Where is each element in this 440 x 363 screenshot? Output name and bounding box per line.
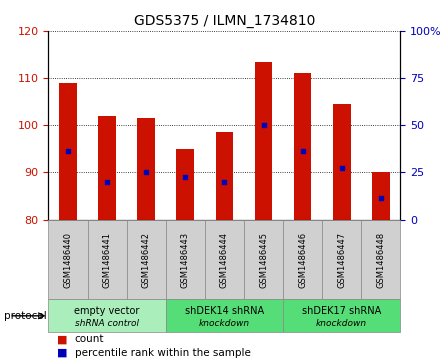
Text: GSM1486441: GSM1486441 — [103, 232, 112, 287]
Point — [299, 148, 306, 154]
Text: GSM1486448: GSM1486448 — [376, 232, 385, 287]
Bar — [137, 118, 155, 220]
Text: count: count — [75, 334, 104, 344]
Text: GSM1486445: GSM1486445 — [259, 232, 268, 287]
Bar — [283, 220, 322, 299]
Text: knockdown: knockdown — [199, 319, 250, 329]
Point — [338, 165, 345, 171]
Bar — [48, 220, 88, 299]
Text: GSM1486446: GSM1486446 — [298, 232, 307, 287]
Bar — [48, 299, 166, 332]
Point — [143, 170, 150, 175]
Text: empty vector: empty vector — [74, 306, 140, 316]
Point — [103, 179, 110, 185]
Point — [378, 195, 385, 201]
Text: GSM1486444: GSM1486444 — [220, 232, 229, 287]
Bar — [333, 104, 351, 220]
Text: GSM1486440: GSM1486440 — [63, 232, 73, 287]
Bar — [294, 73, 312, 220]
Text: GSM1486442: GSM1486442 — [142, 232, 150, 287]
Bar — [372, 172, 390, 220]
Text: percentile rank within the sample: percentile rank within the sample — [75, 348, 251, 358]
Bar — [255, 61, 272, 220]
Text: shDEK14 shRNA: shDEK14 shRNA — [185, 306, 264, 316]
Text: shDEK17 shRNA: shDEK17 shRNA — [302, 306, 381, 316]
Text: GSM1486443: GSM1486443 — [181, 232, 190, 287]
Bar — [88, 220, 127, 299]
Point — [221, 179, 228, 185]
Point — [64, 148, 71, 154]
Text: shRNA control: shRNA control — [75, 319, 139, 329]
Text: knockdown: knockdown — [316, 319, 367, 329]
Text: ■: ■ — [57, 334, 68, 344]
Bar — [361, 220, 400, 299]
Point — [260, 122, 267, 128]
Bar — [283, 299, 400, 332]
Bar — [244, 220, 283, 299]
Bar — [322, 220, 361, 299]
Text: ■: ■ — [57, 348, 68, 358]
Text: protocol: protocol — [4, 311, 47, 321]
Bar — [127, 220, 166, 299]
Title: GDS5375 / ILMN_1734810: GDS5375 / ILMN_1734810 — [134, 15, 315, 28]
Point — [182, 174, 189, 180]
Bar — [166, 299, 283, 332]
Bar — [166, 220, 205, 299]
Bar — [176, 149, 194, 220]
Bar — [98, 116, 116, 220]
Text: GSM1486447: GSM1486447 — [337, 232, 346, 287]
Bar — [205, 220, 244, 299]
Bar — [59, 83, 77, 220]
Bar — [216, 132, 233, 220]
